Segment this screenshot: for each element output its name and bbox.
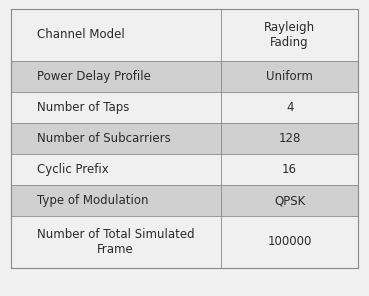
Text: Number of Taps: Number of Taps <box>37 101 129 114</box>
Bar <box>221 216 358 268</box>
Bar <box>11 123 221 154</box>
Bar <box>221 92 358 123</box>
Bar <box>11 216 221 268</box>
Text: QPSK: QPSK <box>274 194 305 207</box>
Text: 128: 128 <box>279 132 301 145</box>
Bar <box>11 185 221 216</box>
Bar <box>221 61 358 92</box>
Text: 100000: 100000 <box>268 236 312 248</box>
Text: 16: 16 <box>282 163 297 176</box>
Text: Number of Subcarriers: Number of Subcarriers <box>37 132 170 145</box>
Bar <box>221 154 358 185</box>
Text: Power Delay Profile: Power Delay Profile <box>37 70 151 83</box>
Text: Rayleigh
Fading: Rayleigh Fading <box>264 21 315 49</box>
Bar <box>221 9 358 61</box>
Text: Type of Modulation: Type of Modulation <box>37 194 148 207</box>
Bar <box>11 154 221 185</box>
Bar <box>11 9 221 61</box>
Text: 4: 4 <box>286 101 293 114</box>
Bar <box>11 61 221 92</box>
Text: Number of Total Simulated
Frame: Number of Total Simulated Frame <box>37 228 194 256</box>
Text: Cyclic Prefix: Cyclic Prefix <box>37 163 108 176</box>
Bar <box>221 123 358 154</box>
Bar <box>221 185 358 216</box>
Text: Uniform: Uniform <box>266 70 313 83</box>
Text: Channel Model: Channel Model <box>37 28 125 41</box>
Bar <box>11 92 221 123</box>
